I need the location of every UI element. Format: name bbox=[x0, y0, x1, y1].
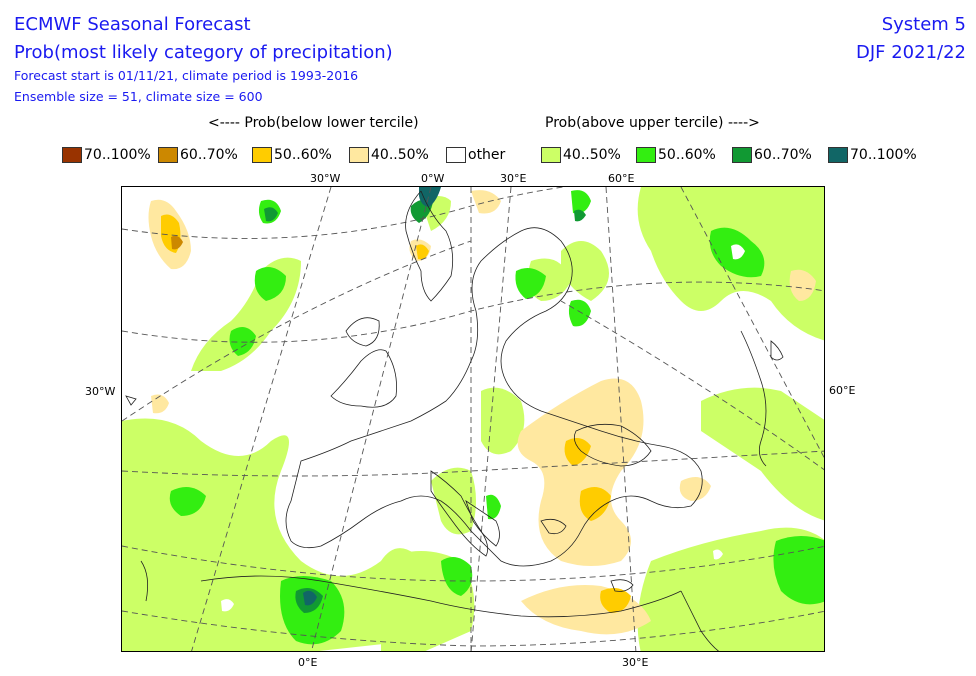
ensemble-size-text: Ensemble size = 51, climate size = 600 bbox=[14, 89, 263, 104]
legend-item-below-70-100: 70..100% bbox=[62, 146, 151, 164]
legend-swatch bbox=[828, 147, 848, 163]
forecast-start-text: Forecast start is 01/11/21, climate peri… bbox=[14, 68, 359, 83]
legend-label: 60..70% bbox=[180, 147, 238, 163]
legend-swatch bbox=[541, 147, 561, 163]
legend-swatch bbox=[349, 147, 369, 163]
legend-item-above-60-70: 60..70% bbox=[732, 146, 812, 164]
legend-label: 70..100% bbox=[84, 147, 151, 163]
axis-label-bottom-30e: 30°E bbox=[622, 656, 649, 669]
map-canvas bbox=[122, 187, 824, 651]
below-50-60-region bbox=[161, 214, 631, 613]
below-60-70-region bbox=[171, 235, 183, 250]
forecast-map bbox=[121, 186, 825, 652]
graticule bbox=[122, 187, 824, 651]
legend-label: 40..50% bbox=[371, 147, 429, 163]
legend-item-below-50-60: 50..60% bbox=[252, 146, 332, 164]
legend-swatch bbox=[732, 147, 752, 163]
other-holes bbox=[221, 244, 745, 612]
chart-title: ECMWF Seasonal Forecast bbox=[14, 14, 251, 35]
axis-label-top-30e: 30°E bbox=[500, 172, 527, 185]
legend-label: other bbox=[468, 147, 506, 163]
legend-swatch bbox=[62, 147, 82, 163]
legend-item-above-40-50: 40..50% bbox=[541, 146, 621, 164]
legend-label: 60..70% bbox=[754, 147, 812, 163]
coastlines bbox=[125, 190, 784, 651]
legend-swatch bbox=[636, 147, 656, 163]
axis-label-bottom-0e: 0°E bbox=[298, 656, 318, 669]
legend-swatch bbox=[252, 147, 272, 163]
legend-item-above-70-100: 70..100% bbox=[828, 146, 917, 164]
above-70-100-region bbox=[303, 187, 441, 606]
legend-swatch bbox=[446, 147, 466, 163]
legend-item-other: other bbox=[446, 146, 505, 164]
axis-label-top-0w: 0°W bbox=[421, 172, 445, 185]
legend-item-below-40-50: 40..50% bbox=[349, 146, 429, 164]
axis-label-top-30w: 30°W bbox=[310, 172, 341, 185]
legend-above-title: Prob(above upper tercile) ----> bbox=[545, 115, 760, 131]
legend-item-above-50-60: 50..60% bbox=[636, 146, 716, 164]
chart-subtitle: Prob(most likely category of precipitati… bbox=[14, 42, 393, 63]
legend-label: 50..60% bbox=[658, 147, 716, 163]
legend-swatch bbox=[158, 147, 178, 163]
season-label: DJF 2021/22 bbox=[855, 42, 966, 63]
axis-label-top-60e: 60°E bbox=[608, 172, 635, 185]
legend-label: 70..100% bbox=[850, 147, 917, 163]
above-40-50-region bbox=[122, 187, 824, 651]
axis-label-left-30w: 30°W bbox=[85, 385, 116, 398]
legend-below-title: <---- Prob(below lower tercile) bbox=[208, 115, 419, 131]
legend-label: 40..50% bbox=[563, 147, 621, 163]
system-label: System 5 bbox=[881, 14, 966, 35]
legend-item-below-60-70: 60..70% bbox=[158, 146, 238, 164]
legend-label: 50..60% bbox=[274, 147, 332, 163]
axis-label-right-60e: 60°E bbox=[829, 384, 856, 397]
